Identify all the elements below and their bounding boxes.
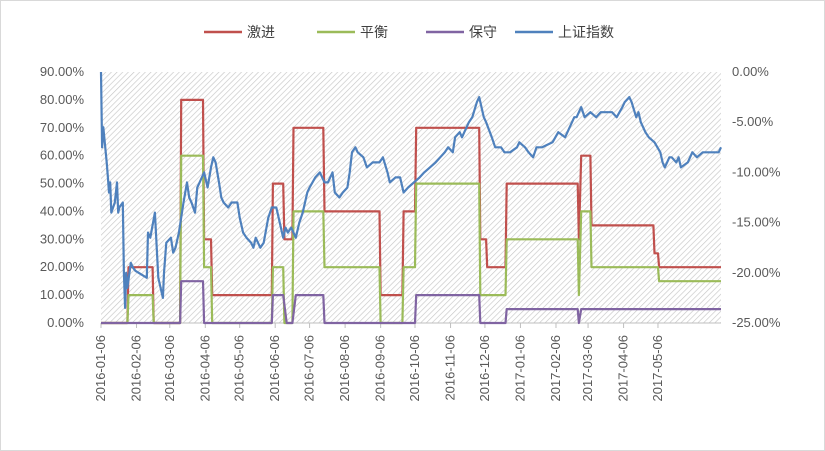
x-axis-tick-label: 2016-12-06	[477, 335, 492, 402]
legend: 激进 平衡 保守 上证指数	[204, 24, 614, 41]
series-line-2	[101, 154, 721, 325]
legend-label: 保守	[469, 25, 497, 41]
left-axis: 0.00% 10.00% 20.00% 30.00% 40.00% 50.00% 60.00…	[40, 64, 85, 330]
left-axis-tick-label: 80.00%	[40, 92, 85, 107]
x-axis-tick-label: 2016-07-06	[302, 335, 317, 402]
x-axis-tick-label: 2017-01-06	[512, 335, 527, 402]
series-layer	[99, 71, 722, 325]
x-axis-tick-label: 2016-01-06	[93, 335, 108, 402]
right-axis-tick-label: -20.00%	[732, 265, 781, 280]
right-axis-tick-label: 0.00%	[732, 64, 769, 79]
x-axis-tick-label: 2017-02-06	[548, 335, 563, 402]
right-axis-tick-label: -15.00%	[732, 215, 781, 230]
x-axis: 2016-01-06 2016-02-06 2016-03-06 2016-04-06…	[93, 323, 665, 402]
left-axis-tick-label: 70.00%	[40, 120, 85, 135]
x-axis-tick-label: 2016-02-06	[129, 335, 144, 402]
legend-label: 激进	[247, 24, 275, 41]
x-axis-tick-label: 2016-03-06	[162, 335, 177, 402]
right-axis-tick-label: -5.00%	[732, 114, 774, 129]
right-axis: -25.00% -20.00% -15.00% -10.00% -5.00% 0.00%	[732, 64, 781, 330]
left-axis-tick-label: 60.00%	[40, 148, 85, 163]
left-axis-tick-label: 90.00%	[40, 64, 85, 79]
x-axis-tick-label: 2016-04-06	[197, 335, 212, 402]
right-axis-tick-label: -25.00%	[732, 315, 781, 330]
left-axis-tick-label: 40.00%	[40, 203, 85, 218]
left-axis-tick-label: 10.00%	[40, 287, 85, 302]
x-axis-tick-label: 2017-03-06	[580, 335, 595, 402]
plot-area	[101, 72, 721, 323]
left-axis-tick-label: 50.00%	[40, 176, 85, 191]
x-axis-tick-label: 2017-05-06	[650, 335, 665, 402]
right-axis-tick-label: -10.00%	[732, 164, 781, 179]
series-line-3	[101, 280, 721, 325]
left-axis-tick-label: 0.00%	[47, 315, 84, 330]
x-axis-tick-label: 2016-09-06	[373, 335, 388, 402]
x-axis-tick-label: 2016-11-06	[443, 335, 458, 401]
x-axis-tick-label: 2017-04-06	[616, 335, 631, 402]
left-axis-tick-label: 20.00%	[40, 259, 85, 274]
x-axis-tick-label: 2016-06-06	[267, 335, 282, 402]
legend-label: 平衡	[360, 25, 388, 41]
x-axis-tick-label: 2016-08-06	[337, 335, 352, 402]
x-axis-tick-label: 2016-10-06	[407, 335, 422, 402]
legend-label: 上证指数	[558, 25, 614, 41]
series-line-4	[99, 71, 722, 309]
x-axis-tick-label: 2016-05-06	[232, 335, 247, 402]
left-axis-tick-label: 30.00%	[40, 231, 85, 246]
